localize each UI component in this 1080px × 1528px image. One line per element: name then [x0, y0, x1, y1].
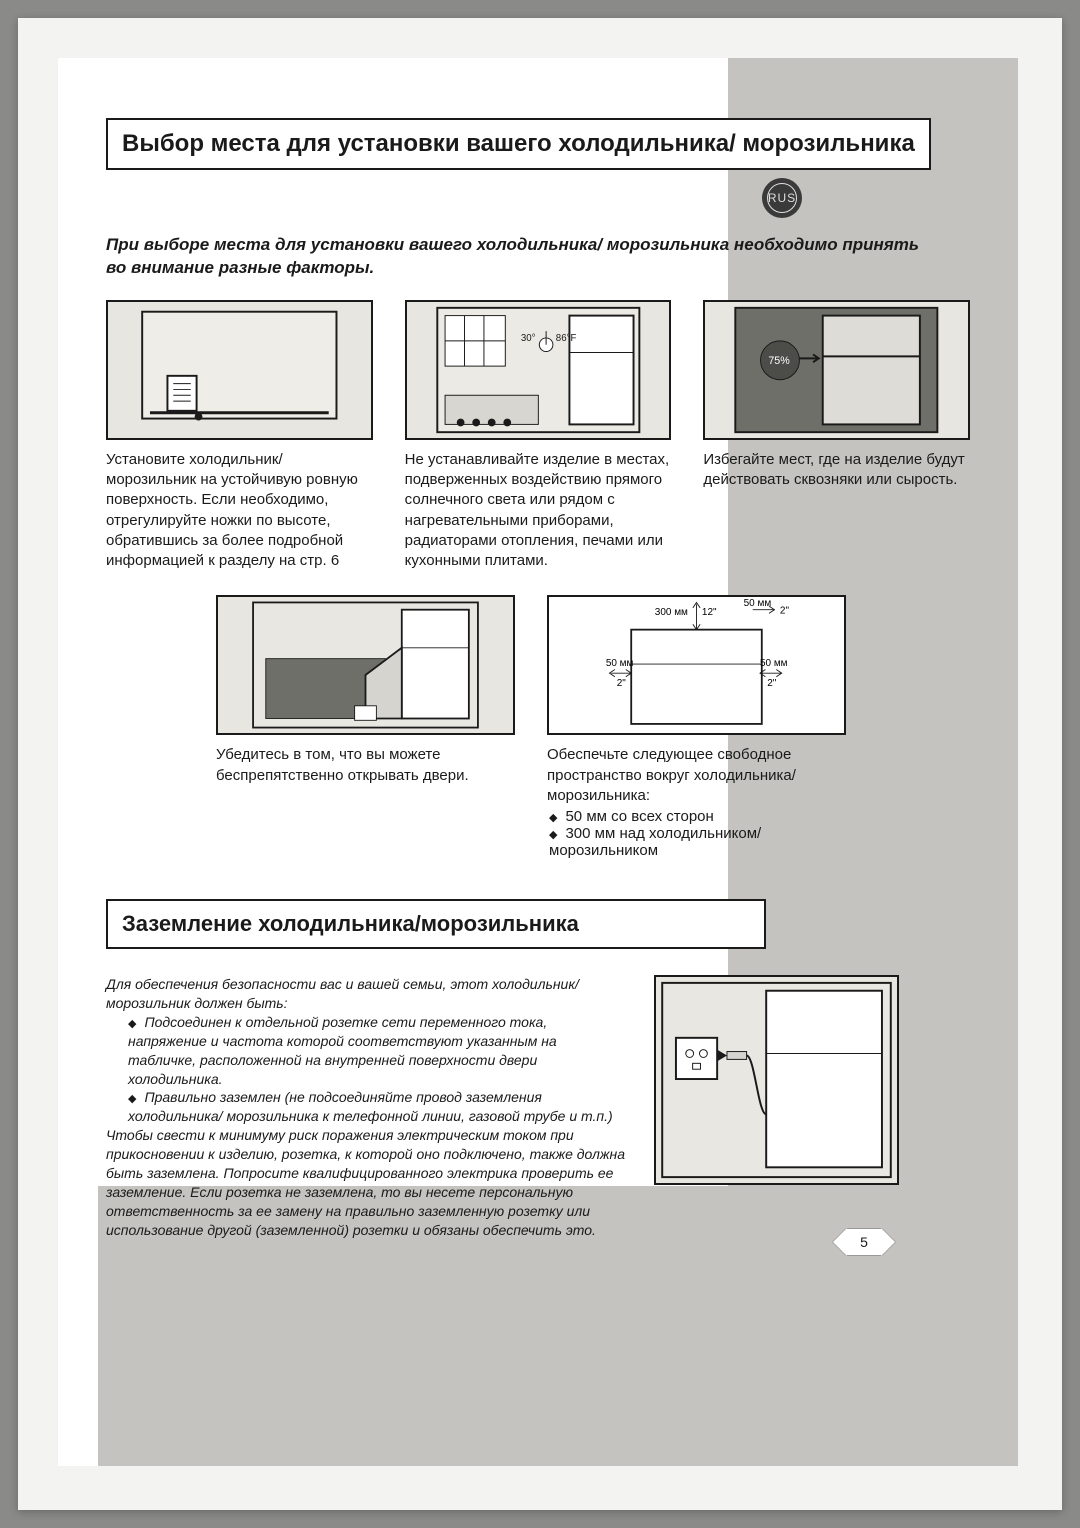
section1-lead: При выборе места для установки вашего хо…	[106, 234, 936, 280]
section1-title: Выбор места для установки вашего холодил…	[106, 118, 931, 170]
clearance-figure: 300 мм 12" 50 мм 2" 50 мм 2"	[547, 595, 846, 735]
no-draft-figure: 75%	[703, 300, 970, 440]
svg-text:2": 2"	[780, 606, 790, 617]
clearance-list: 50 мм со всех сторон 300 мм над холодиль…	[547, 808, 846, 859]
svg-text:300 мм: 300 мм	[655, 608, 688, 619]
page-number: 5	[846, 1228, 882, 1256]
clearance-item: 50 мм со всех сторон	[547, 808, 846, 825]
door-open-figure	[216, 595, 515, 735]
svg-text:50 мм: 50 мм	[744, 598, 772, 609]
clearance-caption: Обеспечьте следующее свободное пространс…	[547, 745, 846, 806]
svg-text:2": 2"	[767, 678, 777, 689]
svg-text:86°F: 86°F	[555, 333, 576, 344]
clearance-item: 300 мм над холодильником/ морозильником	[547, 825, 846, 859]
section2-title: Заземление холодильника/морозильника	[106, 899, 766, 949]
level-surface-figure	[106, 300, 373, 440]
section2-bullet: Правильно заземлен (не подсоединяйте про…	[128, 1088, 626, 1126]
section2-intro: Для обеспечения безопасности вас и вашей…	[106, 975, 626, 1013]
svg-text:30°: 30°	[521, 333, 536, 344]
door-open-caption: Убедитесь в том, что вы можете беспрепят…	[216, 745, 515, 786]
grounding-figure	[654, 975, 899, 1185]
section2-list: Подсоединен к отдельной розетке сети пер…	[106, 1013, 626, 1126]
no-heat-figure: 30° 86°F	[405, 300, 672, 440]
level-surface-caption: Установите холодильник/ морозильник на у…	[106, 450, 373, 572]
no-draft-caption: Избегайте мест, где на изделие будут дей…	[703, 450, 970, 491]
section2-bullet: Подсоединен к отдельной розетке сети пер…	[128, 1013, 626, 1089]
svg-text:50 мм: 50 мм	[606, 658, 634, 669]
svg-text:2": 2"	[617, 678, 627, 689]
no-heat-caption: Не устанавливайте изделие в местах, подв…	[405, 450, 672, 572]
svg-text:12": 12"	[702, 608, 717, 619]
svg-text:75%: 75%	[769, 355, 791, 367]
svg-text:50 мм: 50 мм	[760, 658, 788, 669]
section2-para: Чтобы свести к минимуму риск поражения э…	[106, 1126, 626, 1239]
